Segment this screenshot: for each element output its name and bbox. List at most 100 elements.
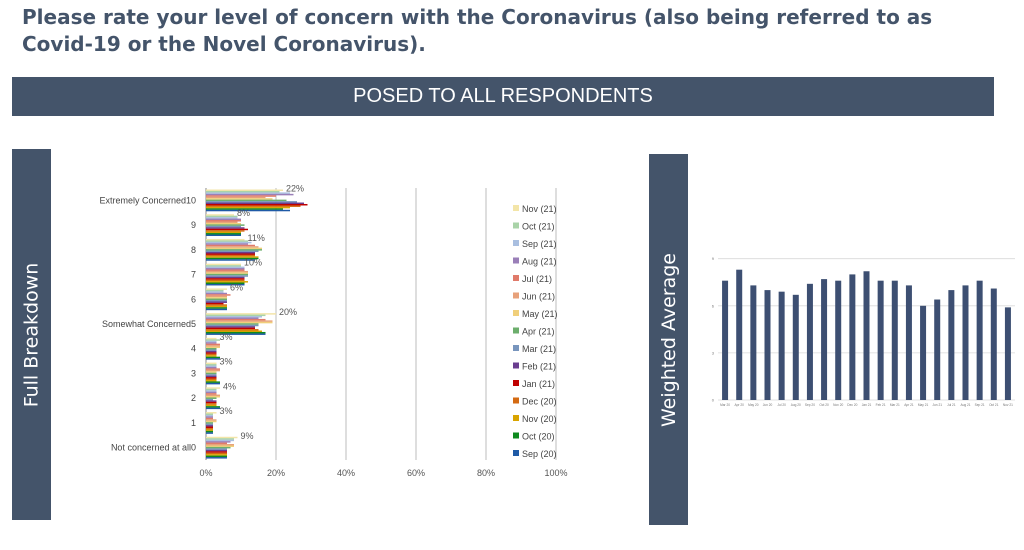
legend-swatch xyxy=(513,310,519,316)
x-tick-label: Mar 21 xyxy=(890,403,900,407)
bar xyxy=(206,352,217,354)
bar xyxy=(206,206,290,209)
bar xyxy=(206,272,248,274)
bar xyxy=(206,275,248,277)
bar xyxy=(206,427,213,430)
bar xyxy=(206,423,213,426)
legend-entry: Jan (21) xyxy=(522,379,555,389)
bar xyxy=(206,224,245,226)
bar xyxy=(206,250,259,253)
bar xyxy=(206,342,217,344)
bar xyxy=(206,337,217,340)
bar xyxy=(206,436,238,439)
bar xyxy=(206,321,273,324)
bar xyxy=(736,269,743,400)
x-tick-label: Apr 20 xyxy=(735,403,745,407)
bar xyxy=(206,455,227,458)
bar xyxy=(792,294,799,400)
bar xyxy=(206,254,255,257)
bar xyxy=(206,208,283,210)
bar xyxy=(206,346,220,349)
data-label: 22% xyxy=(286,184,304,194)
legend-entry: Nov (21) xyxy=(522,204,557,214)
category-label: Somewhat Concerned5 xyxy=(102,319,196,329)
bar xyxy=(206,323,259,325)
x-tick-label: Sep 21 xyxy=(975,403,985,407)
bar xyxy=(206,442,227,445)
category-label: Extremely Concerned10 xyxy=(99,195,196,205)
bar xyxy=(206,288,227,290)
bar xyxy=(206,217,238,219)
bar xyxy=(206,449,227,452)
legend-entry: Sep (21) xyxy=(522,239,557,249)
bar xyxy=(206,375,217,378)
bar xyxy=(206,432,213,434)
bar xyxy=(948,290,955,400)
bar xyxy=(206,377,217,379)
category-label: 2 xyxy=(191,393,196,403)
x-tick-label: 20% xyxy=(267,468,285,478)
bar xyxy=(206,353,217,356)
bar xyxy=(206,452,227,455)
bar xyxy=(206,430,213,433)
bar xyxy=(206,214,234,216)
legend-entry: Oct (21) xyxy=(522,222,555,232)
bar xyxy=(206,444,234,446)
bar xyxy=(206,317,259,319)
legend-entry: Apr (21) xyxy=(522,327,555,337)
x-tick-label: 80% xyxy=(477,468,495,478)
bar xyxy=(206,390,217,392)
bar xyxy=(206,364,217,366)
bar xyxy=(206,451,227,453)
data-label: 3% xyxy=(220,332,233,342)
data-label: 8% xyxy=(237,208,250,218)
bar xyxy=(206,265,241,267)
x-tick-label: Feb 21 xyxy=(876,403,886,407)
bar xyxy=(206,365,217,367)
bar xyxy=(206,404,217,407)
bar xyxy=(206,190,280,193)
data-label: 11% xyxy=(248,233,265,243)
bar xyxy=(206,420,217,423)
bar xyxy=(206,231,241,234)
bar xyxy=(990,288,997,400)
bar xyxy=(206,218,241,221)
weighted-average-panel: Weighted Average xyxy=(649,154,688,525)
legend-entry: Jun (21) xyxy=(522,292,555,302)
bar xyxy=(905,285,912,400)
bar xyxy=(206,326,255,328)
bar xyxy=(206,198,273,200)
bar xyxy=(206,294,231,296)
data-label: 3% xyxy=(220,406,233,416)
data-label: 4% xyxy=(223,381,236,391)
bar xyxy=(863,271,870,400)
bar xyxy=(206,400,217,402)
bar xyxy=(206,318,266,321)
bar xyxy=(722,280,729,400)
x-tick-label: May 20 xyxy=(748,403,759,407)
category-label: 6 xyxy=(191,294,196,304)
bar xyxy=(206,314,266,317)
bar xyxy=(764,290,771,400)
bar xyxy=(206,387,220,389)
bar xyxy=(206,289,224,292)
bar xyxy=(206,308,227,311)
bar xyxy=(206,228,248,231)
legend-entry: May (21) xyxy=(522,309,558,319)
legend-entry: Dec (20) xyxy=(522,397,557,407)
bar xyxy=(206,221,238,223)
x-tick-label: Aug 20 xyxy=(791,403,801,407)
bar xyxy=(206,379,217,382)
x-tick-label: Aug 21 xyxy=(960,403,970,407)
bar xyxy=(206,230,245,232)
bar xyxy=(206,374,217,376)
y-tick-label: 3 xyxy=(712,350,715,355)
bar xyxy=(962,285,969,400)
bar xyxy=(206,304,227,306)
legend-swatch xyxy=(513,380,519,386)
respondents-banner-label: POSED TO ALL RESPONDENTS xyxy=(353,85,653,107)
bar xyxy=(206,189,283,191)
x-tick-label: 0% xyxy=(199,468,212,478)
